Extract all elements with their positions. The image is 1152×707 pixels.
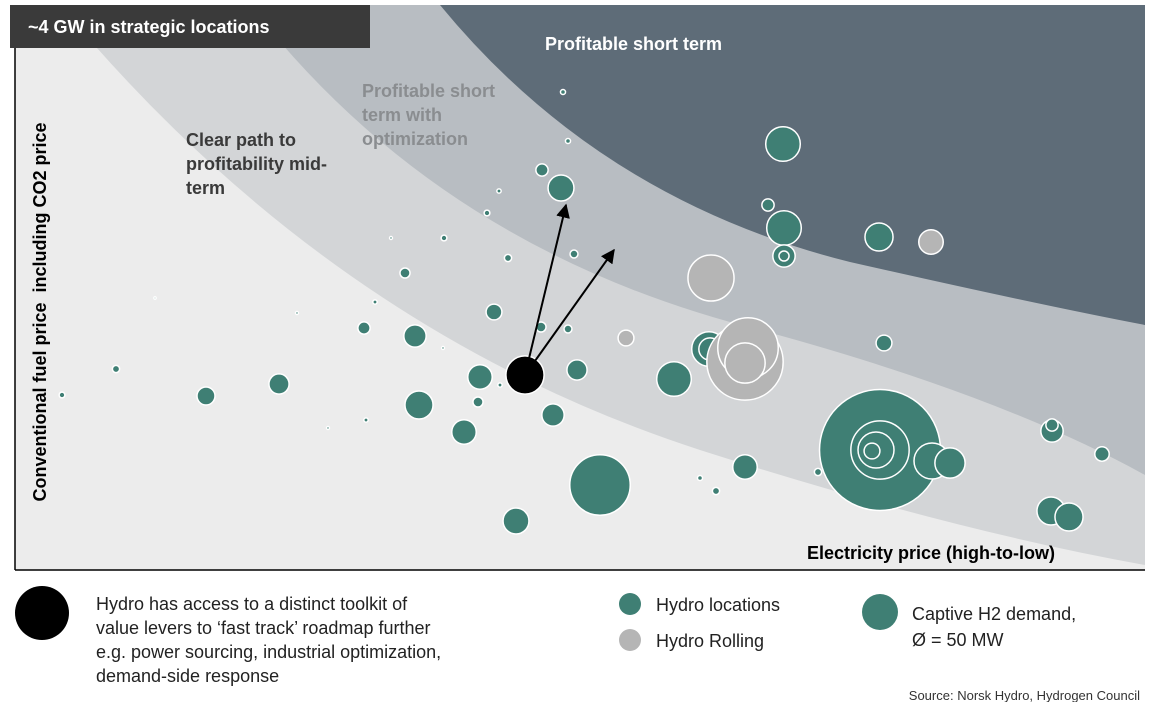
bubble bbox=[497, 382, 503, 388]
bubble bbox=[467, 364, 493, 390]
bubble bbox=[566, 359, 588, 381]
zone-label: profitability mid- bbox=[186, 154, 327, 174]
bubble bbox=[111, 364, 121, 374]
bubble bbox=[617, 329, 635, 347]
bubble bbox=[569, 454, 631, 516]
bubble bbox=[875, 334, 893, 352]
bubble bbox=[485, 303, 503, 321]
zone-label: term with bbox=[362, 105, 442, 125]
bubble bbox=[559, 88, 567, 96]
bubble bbox=[294, 310, 300, 316]
bubble bbox=[58, 391, 66, 399]
legend-text: e.g. power sourcing, industrial optimiza… bbox=[96, 642, 441, 662]
bubble bbox=[404, 390, 434, 420]
bubble bbox=[687, 254, 735, 302]
bubble bbox=[357, 321, 371, 335]
zone-label: Clear path to bbox=[186, 130, 296, 150]
bubble bbox=[563, 324, 573, 334]
bubble bbox=[863, 442, 881, 460]
bubble bbox=[440, 345, 446, 351]
bubble bbox=[388, 235, 394, 241]
bubble bbox=[372, 299, 378, 305]
bubble bbox=[1045, 418, 1059, 432]
arrow bbox=[524, 203, 570, 376]
bubble bbox=[1054, 502, 1084, 532]
y-axis-label: Conventional fuel price including CO2 pr… bbox=[30, 122, 50, 501]
arrow bbox=[524, 248, 615, 376]
bubble bbox=[363, 417, 369, 423]
bubble bbox=[655, 360, 693, 398]
bubble bbox=[503, 253, 513, 263]
bubble bbox=[483, 209, 491, 217]
bubble bbox=[196, 386, 216, 406]
zone-label: Profitable short term bbox=[545, 34, 722, 54]
legend-swatch bbox=[619, 629, 641, 651]
bubble bbox=[813, 467, 823, 477]
bubble bbox=[268, 373, 290, 395]
bubble bbox=[451, 419, 477, 445]
bubble bbox=[440, 234, 448, 242]
legend: Hydro has access to a distinct toolkit o… bbox=[15, 586, 1076, 686]
bubble bbox=[403, 324, 427, 348]
bubble bbox=[325, 425, 331, 431]
bubble bbox=[934, 447, 966, 479]
bubble bbox=[569, 249, 579, 259]
title-box bbox=[10, 5, 370, 48]
bubble bbox=[547, 174, 575, 202]
bubble bbox=[153, 296, 157, 300]
bubble bbox=[724, 342, 766, 384]
bubble bbox=[778, 250, 790, 262]
legend-text: Hydro has access to a distinct toolkit o… bbox=[96, 594, 408, 614]
legend-label: Hydro Rolling bbox=[656, 631, 764, 651]
zone-label: optimization bbox=[362, 129, 468, 149]
bubble bbox=[564, 137, 572, 145]
zone-label: Profitable short bbox=[362, 81, 495, 101]
bubbles bbox=[58, 88, 1110, 535]
bubble bbox=[399, 267, 411, 279]
legend-label: Hydro locations bbox=[656, 595, 780, 615]
legend-swatch bbox=[619, 593, 641, 615]
size-legend-text: Captive H2 demand, bbox=[912, 604, 1076, 624]
size-legend-bubble bbox=[862, 594, 898, 630]
legend-text: value levers to ‘fast track’ roadmap fur… bbox=[96, 618, 430, 638]
bubble bbox=[864, 222, 894, 252]
bubble bbox=[472, 396, 484, 408]
bubble bbox=[765, 209, 803, 247]
bubble bbox=[761, 198, 775, 212]
bubble bbox=[1094, 446, 1110, 462]
bubble bbox=[711, 486, 721, 496]
zone-label: term bbox=[186, 178, 225, 198]
bubble bbox=[535, 163, 549, 177]
legend-text: demand-side response bbox=[96, 666, 279, 686]
x-axis-label: Electricity price (high-to-low) bbox=[807, 543, 1055, 563]
zone-dark bbox=[440, 5, 1145, 325]
legend-swatch bbox=[15, 586, 69, 640]
bubble bbox=[732, 454, 758, 480]
size-legend-text: Ø = 50 MW bbox=[912, 630, 1004, 650]
source: Source: Norsk Hydro, Hydrogen Council bbox=[909, 688, 1140, 702]
bubble bbox=[541, 403, 565, 427]
bubble bbox=[502, 507, 530, 535]
bubble bbox=[918, 229, 944, 255]
bubble bbox=[496, 188, 502, 194]
chart-title: ~4 GW in strategic locations bbox=[28, 17, 270, 37]
bubble bbox=[696, 474, 704, 482]
bubble bbox=[764, 125, 802, 163]
